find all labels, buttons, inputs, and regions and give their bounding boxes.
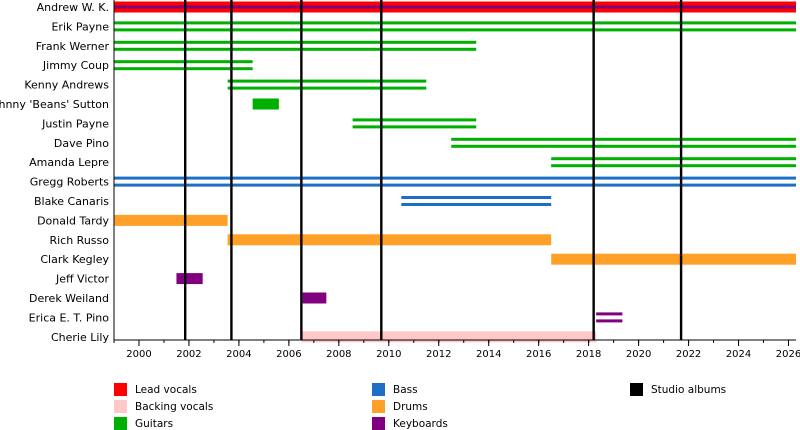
bar-jimmy-coup-guitars-upper <box>114 60 253 64</box>
bar-dave-pino-guitars <box>451 137 796 148</box>
bar-donald-tardy-drums <box>114 214 228 226</box>
bar-kenny-andrews-guitars <box>227 79 427 90</box>
bar-dave-pino-guitars-upper <box>451 137 796 141</box>
bar-gregg-roberts-bass-lower <box>114 183 796 187</box>
bar-jimmy-coup-guitars-lower <box>114 67 253 71</box>
member-label-derek-weiland: Derek Weiland <box>29 292 109 305</box>
x-tick-label-2000: 2000 <box>126 349 151 360</box>
bar-amanda-lepre-guitars <box>551 157 796 168</box>
bar-justin-payne-guitars-upper <box>352 118 477 122</box>
bar-frank-werner-guitars-lower <box>114 47 477 51</box>
bar-cherie-lily-backing_vocals <box>301 331 597 343</box>
member-label-justin-payne: Justin Payne <box>41 117 109 130</box>
x-tick-label-2016: 2016 <box>526 349 551 360</box>
legend-label-backing-vocals: Backing vocals <box>135 401 213 413</box>
x-tick-label-2010: 2010 <box>376 349 401 360</box>
x-tick-label-2004: 2004 <box>226 349 251 360</box>
member-label-jimmy-coup: Jimmy Coup <box>42 59 109 72</box>
member-label-erica-e-t-pino: Erica E. T. Pino <box>29 311 110 324</box>
bar-blake-canaris-bass-upper <box>401 196 552 199</box>
x-tick-label-2006: 2006 <box>276 349 301 360</box>
member-label-rich-russo: Rich Russo <box>49 234 109 247</box>
bar-kenny-andrews-guitars-upper <box>227 79 427 83</box>
member-label-kenny-andrews: Kenny Andrews <box>24 79 109 92</box>
bar-clark-kegley-drums <box>551 253 796 265</box>
legend-swatch-drums <box>372 400 385 413</box>
member-label-jeff-victor: Jeff Victor <box>55 273 110 286</box>
legend: Lead vocals Backing vocals Guitars Bass Drum… <box>114 383 726 430</box>
bar-andrew-w-k-keyboards <box>114 5 796 9</box>
bar-justin-payne-guitars <box>352 118 477 129</box>
legend-swatch-bass <box>372 383 385 396</box>
x-axis: 2000 2002 2004 2006 2008 2010 2012 2014 2016 2018… <box>113 0 800 360</box>
x-tick-label-2026: 2026 <box>776 349 800 360</box>
member-label-gregg-roberts: Gregg Roberts <box>30 176 109 189</box>
bar-gregg-roberts-bass-upper <box>114 176 796 180</box>
bar-johnny-beans-sutton-guitars <box>252 98 279 110</box>
bar-kenny-andrews-guitars-lower <box>227 86 427 90</box>
bar-amanda-lepre-guitars-lower <box>551 164 796 168</box>
bar-gregg-roberts-bass <box>114 176 796 187</box>
x-tick-label-2008: 2008 <box>326 349 351 360</box>
bar-erik-payne-guitars-upper <box>114 21 796 25</box>
legend-swatch-guitars <box>114 417 127 430</box>
legend-label-keyboards: Keyboards <box>393 418 448 430</box>
bar-frank-werner-guitars-upper <box>114 40 477 44</box>
legend-swatch-studio-albums <box>630 383 643 396</box>
member-label-clark-kegley: Clark Kegley <box>40 253 109 266</box>
bar-rich-russo-drums <box>227 234 552 246</box>
x-tick-label-2014: 2014 <box>476 349 501 360</box>
member-label-erik-payne: Erik Payne <box>51 20 109 33</box>
member-label-donald-tardy: Donald Tardy <box>37 214 109 227</box>
legend-swatch-lead-vocals <box>114 383 127 396</box>
member-label-johnny-beans-sutton: Johnny 'Beans' Sutton <box>0 98 109 111</box>
legend-label-bass: Bass <box>393 384 418 396</box>
x-tick-label-2012: 2012 <box>426 349 451 360</box>
bar-erik-payne-guitars <box>114 21 796 32</box>
bar-derek-weiland-keyboards <box>302 292 327 304</box>
legend-label-guitars: Guitars <box>135 418 173 430</box>
x-tick-label-2020: 2020 <box>626 349 651 360</box>
member-label-dave-pino: Dave Pino <box>54 137 109 150</box>
member-label-frank-werner: Frank Werner <box>36 40 110 53</box>
x-tick-label-2002: 2002 <box>176 349 201 360</box>
legend-swatch-keyboards <box>372 417 385 430</box>
x-tick-label-2018: 2018 <box>576 349 601 360</box>
legend-swatch-backing-vocals <box>114 400 127 413</box>
bar-jeff-victor-keyboards <box>176 273 203 285</box>
member-label-cherie-lily: Cherie Lily <box>51 331 110 344</box>
member-label-blake-canaris: Blake Canaris <box>34 195 109 208</box>
bar-jimmy-coup-guitars <box>114 60 253 71</box>
bar-justin-payne-guitars-lower <box>352 125 477 129</box>
studio-album-lines <box>183 0 683 340</box>
bar-erica-e-t-pino-keyboards-lower <box>596 319 623 323</box>
legend-label-lead-vocals: Lead vocals <box>135 384 197 396</box>
bar-erik-payne-guitars-lower <box>114 28 796 32</box>
bar-blake-canaris-bass-lower <box>401 203 552 206</box>
legend-label-studio-albums: Studio albums <box>651 384 726 396</box>
bar-frank-werner-guitars <box>114 40 477 51</box>
bar-dave-pino-guitars-lower <box>451 144 796 148</box>
member-labels: Andrew W. K. Erik Payne Frank Werner Jimmy … <box>0 1 109 344</box>
bars-layer <box>114 1 796 343</box>
member-label-andrew-w-k: Andrew W. K. <box>37 1 109 14</box>
bar-erica-e-t-pino-keyboards <box>596 312 623 323</box>
legend-label-drums: Drums <box>393 401 428 413</box>
x-tick-label-2024: 2024 <box>726 349 751 360</box>
bar-blake-canaris-bass <box>401 196 552 206</box>
bar-amanda-lepre-guitars-upper <box>551 157 796 161</box>
x-tick-label-2022: 2022 <box>676 349 701 360</box>
bar-erica-e-t-pino-keyboards-upper <box>596 312 623 316</box>
member-label-amanda-lepre: Amanda Lepre <box>29 156 109 169</box>
